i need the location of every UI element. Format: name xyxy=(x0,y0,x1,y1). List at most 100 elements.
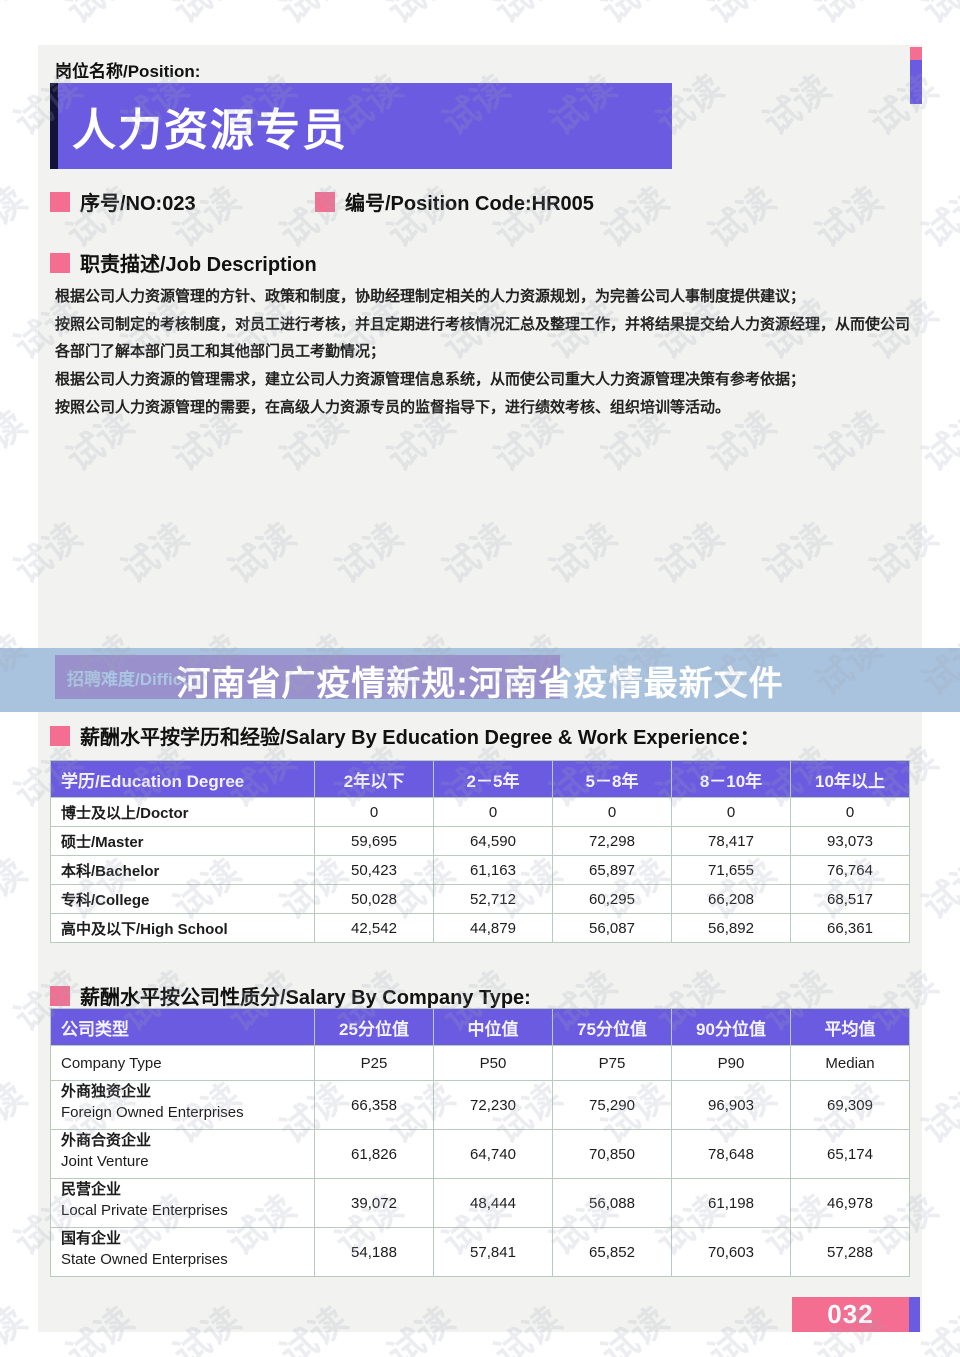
watermark-text: 试读 xyxy=(0,178,34,256)
table-cell: 46,978 xyxy=(791,1179,909,1227)
table-cell: 60,295 xyxy=(553,885,671,913)
column-header: 75分位值 xyxy=(553,1009,671,1045)
page-number-badge: 032 xyxy=(792,1297,920,1332)
company-type-cn: 外商合资企业 xyxy=(61,1132,152,1149)
row-label: 博士及以上/Doctor xyxy=(51,798,314,826)
row-label: 民营企业 Local Private Enterprises xyxy=(51,1179,314,1227)
serial-number: 序号/NO:023 xyxy=(50,187,196,216)
column-header: 90分位值 xyxy=(672,1009,790,1045)
table-cell: 71,655 xyxy=(672,856,790,884)
table-cell: 57,288 xyxy=(791,1228,909,1276)
company-type-en: Local Private Enterprises xyxy=(61,1202,228,1219)
column-header: 2年以下 xyxy=(315,761,433,797)
subheader-cell: P50 xyxy=(434,1046,552,1080)
row-label: 外商合资企业 Joint Venture xyxy=(51,1130,314,1178)
column-header: 学历/Education Degree xyxy=(51,761,314,797)
corner-mark-purple xyxy=(910,60,922,104)
table-cell: 66,361 xyxy=(791,914,909,942)
corner-mark xyxy=(910,47,922,104)
table-cell: 61,826 xyxy=(315,1130,433,1178)
company-type-cn: 国有企业 xyxy=(61,1230,122,1247)
difficulty-label: 招聘难度/Difficu xyxy=(67,669,193,689)
watermark-text: 试读 xyxy=(0,402,34,480)
table-cell: 48,444 xyxy=(434,1179,552,1227)
column-header: 8－10年 xyxy=(672,761,790,797)
table-cell: 64,590 xyxy=(434,827,552,855)
meta-row: 序号/NO:023 编号/Position Code:HR005 xyxy=(50,187,910,215)
row-label: 高中及以下/High School xyxy=(51,914,314,942)
subheader-cell: P25 xyxy=(315,1046,433,1080)
row-label: 硕士/Master xyxy=(51,827,314,855)
watermark-text: 试读 xyxy=(0,0,35,34)
row-label: 专科/College xyxy=(51,885,314,913)
table-cell: 61,163 xyxy=(434,856,552,884)
news-banner: 招聘难度/Difficu 河南省广疫情新规:河南省疫情最新文件 xyxy=(0,648,960,712)
subheader-cell: Company Type xyxy=(51,1046,314,1080)
pink-square-icon xyxy=(50,725,70,746)
salary-education-title: 薪酬水平按学历和经验/Salary By Education Degree & … xyxy=(80,727,760,749)
position-title: 人力资源专员 xyxy=(72,106,348,155)
table-cell: 72,298 xyxy=(553,827,671,855)
salary-education-heading: 薪酬水平按学历和经验/Salary By Education Degree & … xyxy=(50,721,760,750)
pink-square-icon xyxy=(50,252,70,273)
table-cell: 50,028 xyxy=(315,885,433,913)
table-cell: 65,174 xyxy=(791,1130,909,1178)
column-header: 2－5年 xyxy=(434,761,552,797)
column-header: 平均值 xyxy=(791,1009,909,1045)
table-cell: 56,892 xyxy=(672,914,790,942)
company-type-cn: 民营企业 xyxy=(61,1181,122,1198)
job-description-text: 根据公司人力资源管理的方针、政策和制度，协助经理制定相关的人力资源规划，为完善公… xyxy=(55,283,913,422)
salary-by-company-table: 公司类型 25分位值 中位值 75分位值 90分位值 平均值 Company T… xyxy=(50,1008,910,1277)
salary-by-education-table: 学历/Education Degree 2年以下 2－5年 5－8年 8－10年… xyxy=(50,760,910,943)
subheader-cell: P90 xyxy=(672,1046,790,1080)
subheader-cell: P75 xyxy=(553,1046,671,1080)
table-cell: 70,850 xyxy=(553,1130,671,1178)
table-cell: 42,542 xyxy=(315,914,433,942)
table-cell: 72,230 xyxy=(434,1081,552,1129)
table-cell: 65,852 xyxy=(553,1228,671,1276)
watermark-text: 试读 xyxy=(803,0,892,34)
news-banner-title: 河南省广疫情新规:河南省疫情最新文件 xyxy=(176,664,784,703)
watermark-text: 试读 xyxy=(0,1074,34,1152)
table-cell: 56,088 xyxy=(553,1179,671,1227)
column-header: 公司类型 xyxy=(51,1009,314,1045)
table-cell: 70,603 xyxy=(672,1228,790,1276)
job-description-title: 职责描述/Job Description xyxy=(80,254,317,276)
company-type-cn: 外商独资企业 xyxy=(61,1083,152,1100)
table-cell: 44,879 xyxy=(434,914,552,942)
position-label: 岗位名称/Position: xyxy=(55,62,201,81)
table-cell: 0 xyxy=(315,798,433,826)
table-cell: 78,648 xyxy=(672,1130,790,1178)
position-code: 编号/Position Code:HR005 xyxy=(315,187,594,216)
table-cell: 66,358 xyxy=(315,1081,433,1129)
job-description-paragraph: 根据公司人力资源管理的方针、政策和制度，协助经理制定相关的人力资源规划，为完善公… xyxy=(55,288,806,305)
company-type-en: State Owned Enterprises xyxy=(61,1251,228,1268)
company-type-en: Foreign Owned Enterprises xyxy=(61,1104,244,1121)
watermark-text: 试读 xyxy=(910,0,960,34)
table-cell: 64,740 xyxy=(434,1130,552,1178)
column-header: 10年以上 xyxy=(791,761,909,797)
table-cell: 52,712 xyxy=(434,885,552,913)
watermark-text: 试读 xyxy=(161,0,250,34)
table-cell: 78,417 xyxy=(672,827,790,855)
pink-square-icon xyxy=(50,191,70,212)
table-cell: 50,423 xyxy=(315,856,433,884)
table-cell: 39,072 xyxy=(315,1179,433,1227)
table-cell: 56,087 xyxy=(553,914,671,942)
company-type-en: Joint Venture xyxy=(61,1153,149,1170)
pink-square-icon xyxy=(50,985,70,1006)
table-cell: 93,073 xyxy=(791,827,909,855)
salary-company-heading: 薪酬水平按公司性质分/Salary By Company Type: xyxy=(50,981,531,1010)
table-cell: 57,841 xyxy=(434,1228,552,1276)
column-header: 25分位值 xyxy=(315,1009,433,1045)
serial-number-label: 序号/NO:023 xyxy=(80,193,196,215)
column-header: 中位值 xyxy=(434,1009,552,1045)
difficulty-label-box: 招聘难度/Difficu xyxy=(55,655,560,699)
position-code-label: 编号/Position Code:HR005 xyxy=(345,193,594,215)
table-cell: 68,517 xyxy=(791,885,909,913)
subheader-cell: Median xyxy=(791,1046,909,1080)
table-cell: 0 xyxy=(553,798,671,826)
table-cell: 0 xyxy=(434,798,552,826)
row-label: 本科/Bachelor xyxy=(51,856,314,884)
column-header: 5－8年 xyxy=(553,761,671,797)
